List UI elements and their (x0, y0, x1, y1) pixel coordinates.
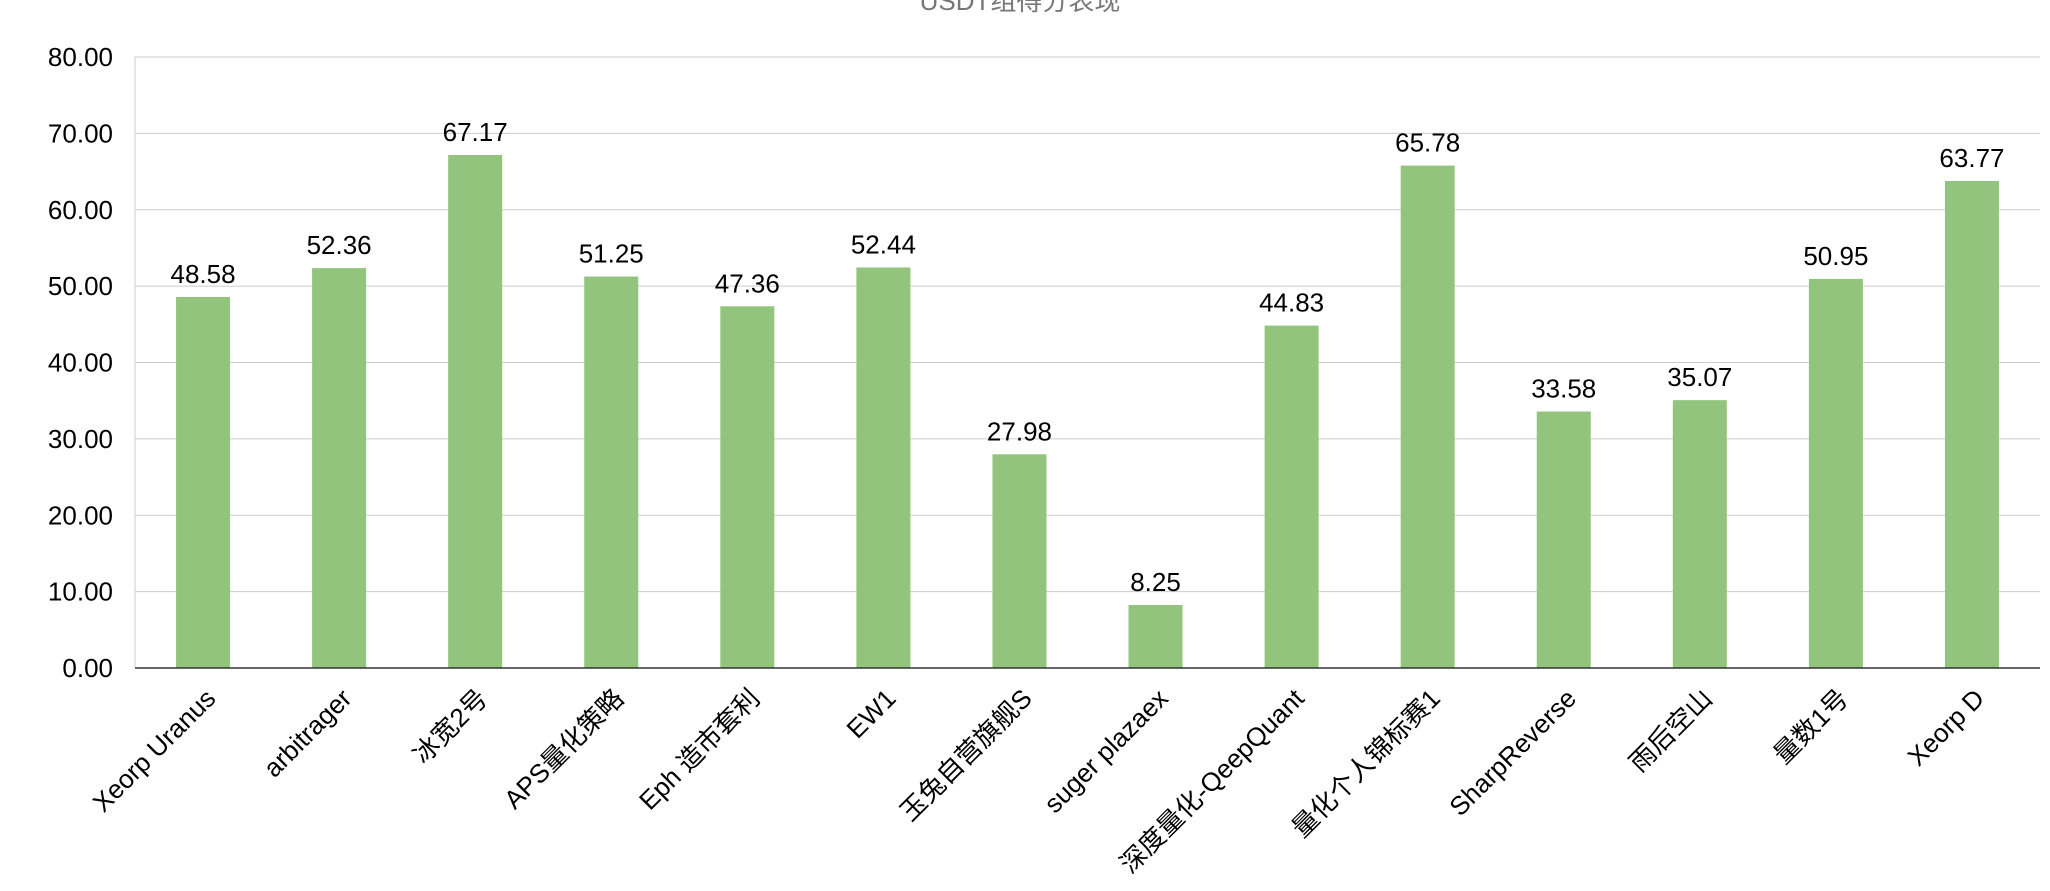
y-tick-label: 60.00 (48, 195, 113, 225)
bar (1808, 278, 1863, 668)
y-axis-ticks: 0.00 10.00 20.00 30.00 40.00 50.00 60.00 70.00 8… (48, 42, 113, 683)
y-tick-label: 40.00 (48, 348, 113, 378)
x-tick-label: 玉兔自营旗舰S (894, 683, 1038, 827)
bar (1400, 165, 1455, 668)
bar (1944, 180, 1999, 669)
bar (312, 268, 367, 668)
y-tick-label: 30.00 (48, 424, 113, 454)
y-tick-label: 20.00 (48, 500, 113, 530)
bar (448, 154, 503, 668)
y-tick-label: 10.00 (48, 577, 113, 607)
data-label: 27.98 (987, 416, 1052, 446)
x-tick-label: 量化个人锦标赛1 (1286, 683, 1446, 843)
data-label: 47.36 (715, 268, 780, 298)
x-tick-label: 冰宽2号 (407, 683, 494, 770)
bar (1128, 604, 1183, 668)
data-label: 35.07 (1667, 362, 1732, 392)
data-label: 52.36 (307, 230, 372, 260)
bar (856, 267, 911, 668)
data-label: 50.95 (1803, 241, 1868, 271)
chart-title: USDT组得分表现 (920, 0, 1121, 16)
data-label: 33.58 (1531, 374, 1596, 404)
data-labels: 48.58 52.36 67.17 51.25 47.36 52.44 27.98 8.25 4… (170, 117, 2004, 597)
bars (176, 154, 1999, 669)
bar (1672, 400, 1727, 668)
data-label: 52.44 (851, 229, 916, 259)
bar (1264, 325, 1319, 668)
bar (992, 454, 1047, 668)
data-label: 44.83 (1259, 288, 1324, 318)
data-label: 67.17 (443, 117, 508, 147)
x-tick-label: Xeorp D (1902, 683, 1991, 772)
x-tick-label: APS量化策略 (498, 683, 630, 815)
x-tick-label: suger plazaex (1038, 683, 1174, 819)
data-label: 65.78 (1395, 128, 1460, 158)
y-tick-label: 70.00 (48, 118, 113, 148)
gridlines (134, 56, 2040, 668)
bar (720, 306, 775, 668)
x-tick-label: Eph 造市套利 (633, 683, 766, 816)
bar (1536, 411, 1591, 668)
data-label: 63.77 (1939, 143, 2004, 173)
x-tick-label: Xeorp Uranus (87, 683, 222, 818)
x-tick-label: 量数1号 (1768, 683, 1855, 770)
y-tick-label: 80.00 (48, 42, 113, 72)
y-tick-label: 50.00 (48, 271, 113, 301)
data-label: 51.25 (579, 239, 644, 269)
x-tick-label: 雨后空山 (1623, 683, 1718, 778)
bar (176, 296, 231, 668)
x-tick-label: arbitrager (257, 683, 357, 783)
bar (584, 276, 639, 668)
y-tick-label: 0.00 (62, 653, 113, 683)
x-tick-label: SharpReverse (1443, 683, 1582, 822)
x-axis-categories: Xeorp Uranus arbitrager 冰宽2号 APS量化策略 Eph 造市套… (87, 682, 1991, 878)
x-tick-label: EW1 (841, 683, 902, 744)
data-label: 48.58 (170, 259, 235, 289)
data-label: 8.25 (1130, 567, 1181, 597)
